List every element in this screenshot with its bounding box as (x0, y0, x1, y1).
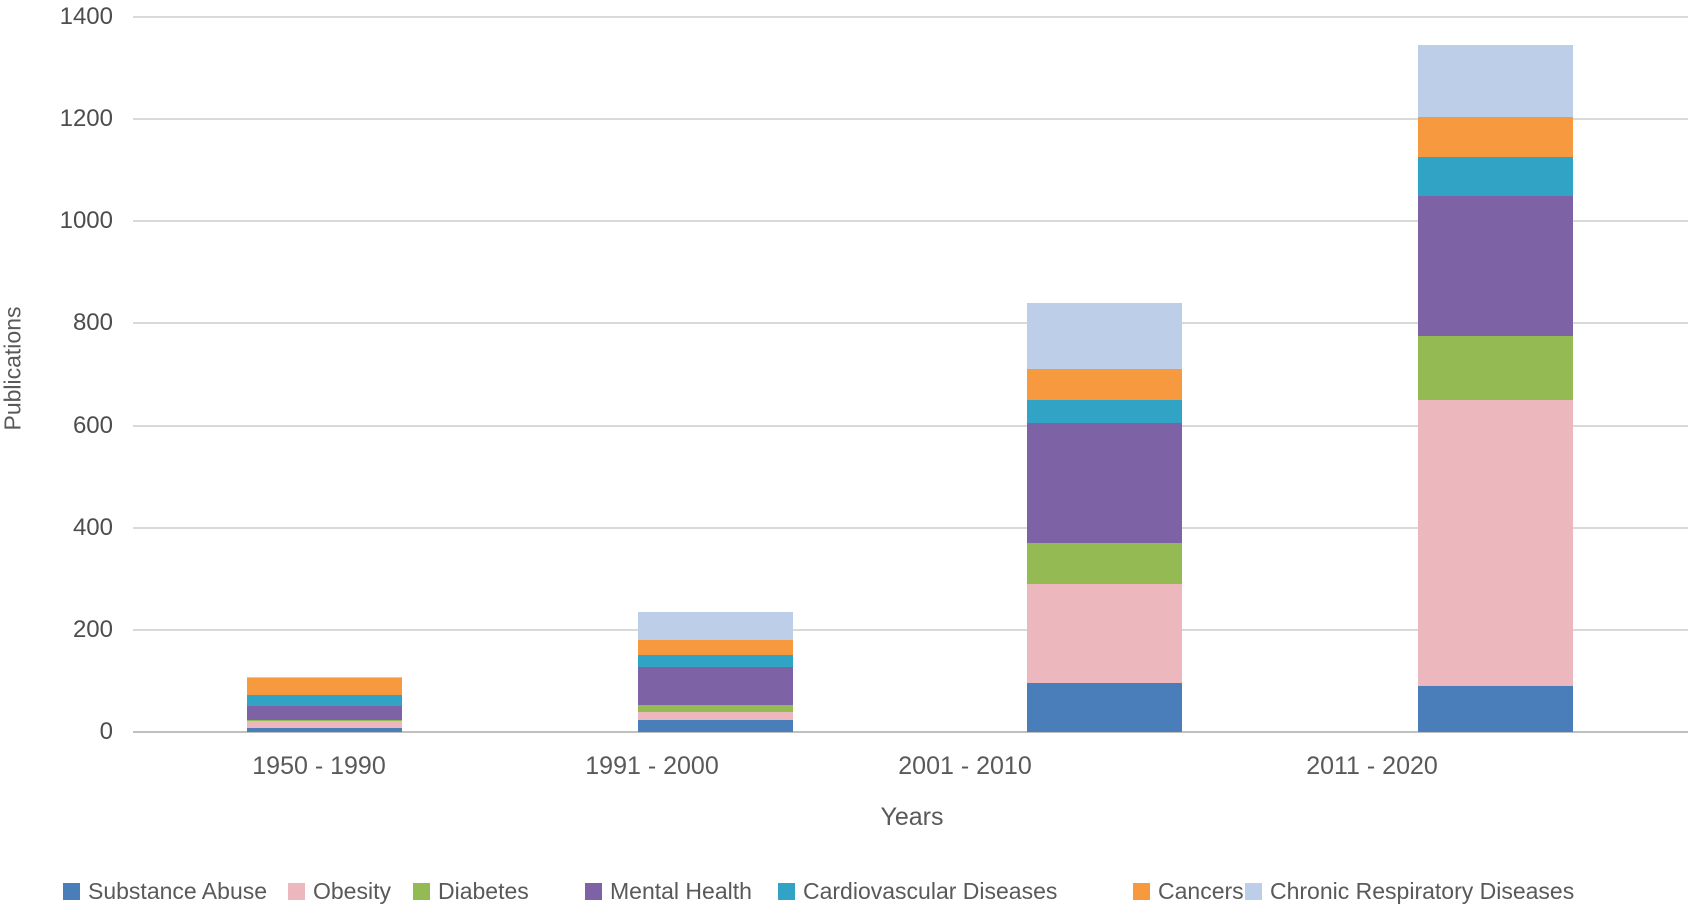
legend-swatch-icon (1133, 883, 1150, 900)
legend-item: Cardiovascular Diseases (778, 878, 1057, 905)
bar-segment (1418, 195, 1573, 337)
x-category-label: 1950 - 1990 (252, 752, 386, 780)
x-axis-title: Years (880, 803, 944, 831)
y-tick-label-200: 200 (72, 615, 113, 643)
legend-item: Diabetes (413, 878, 529, 905)
legend-swatch-icon (288, 883, 305, 900)
bar-segment (638, 639, 793, 656)
legend-item: Substance Abuse (63, 878, 267, 905)
bar-segment (1418, 336, 1573, 401)
bar-segment (1418, 686, 1573, 732)
bar-segment (247, 677, 402, 679)
bar-segment (1418, 116, 1573, 158)
legend-swatch-icon (413, 883, 430, 900)
gridline-1200 (133, 118, 1688, 121)
legend-swatch-icon (585, 883, 602, 900)
legend-swatch-icon (1245, 883, 1262, 900)
legend-swatch-icon (63, 883, 80, 900)
bar-segment (638, 712, 793, 721)
legend-label: Diabetes (438, 878, 529, 904)
y-tick-label-800: 800 (72, 309, 113, 337)
bar-segment (1418, 157, 1573, 196)
y-tick-label-600: 600 (72, 411, 113, 439)
y-tick-label-1200: 1200 (59, 105, 113, 133)
bar-segment (638, 667, 793, 706)
legend-label: Chronic Respiratory Diseases (1270, 878, 1575, 904)
bar-segment (247, 694, 402, 706)
bar-segment (638, 705, 793, 713)
legend-label: Cancers (1158, 878, 1244, 904)
gridline-1000 (133, 220, 1688, 223)
bar-segment (1027, 369, 1182, 401)
bar-segment (1027, 543, 1182, 584)
legend-item: Mental Health (585, 878, 752, 905)
gridline-200 (133, 628, 1688, 631)
bar-segment (1027, 423, 1182, 544)
bar-segment (247, 727, 402, 732)
legend-label: Mental Health (610, 878, 752, 904)
bar-segment (247, 721, 402, 728)
legend-label: Cardiovascular Diseases (803, 878, 1058, 904)
legend-label: Substance Abuse (88, 878, 268, 904)
gridline-600 (133, 424, 1688, 427)
y-tick-label-1000: 1000 (59, 207, 113, 235)
legend-label: Obesity (313, 878, 391, 904)
bar-segment (1027, 303, 1182, 370)
bar-segment (1418, 400, 1573, 687)
gridline-800 (133, 322, 1688, 325)
bar-segment (638, 611, 793, 640)
bar-segment (247, 720, 402, 722)
y-tick-label-1400: 1400 (59, 3, 113, 30)
y-tick-label-400: 400 (72, 513, 113, 541)
gridline-0 (133, 731, 1688, 733)
x-category-label: 2001 - 2010 (898, 752, 1032, 780)
bar-segment (247, 705, 402, 721)
legend-item: Cancers (1133, 878, 1244, 905)
y-tick-label-0: 0 (99, 718, 113, 745)
bar-segment (1027, 683, 1182, 732)
bar-segment (1418, 45, 1573, 117)
legend-swatch-icon (778, 883, 795, 900)
gridline-1400 (133, 16, 1688, 18)
bar-segment (1027, 400, 1182, 423)
bar-segment (247, 678, 402, 695)
x-category-label: 1991 - 2000 (585, 752, 719, 780)
bar-segment (1027, 583, 1182, 684)
legend-item: Obesity (288, 878, 391, 905)
legend-item: Chronic Respiratory Diseases (1245, 878, 1574, 905)
x-category-label: 2011 - 2020 (1306, 752, 1438, 780)
gridline-400 (133, 526, 1688, 529)
bar-segment (638, 720, 793, 732)
bar-segment (638, 655, 793, 668)
